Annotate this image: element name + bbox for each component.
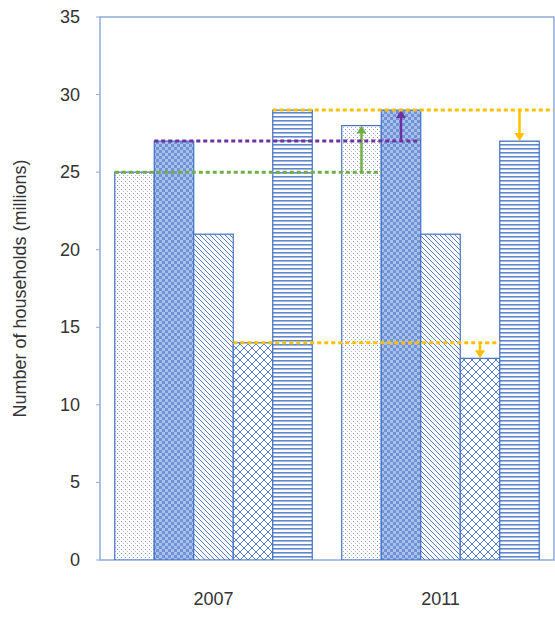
bar [194,234,234,560]
y-axis-label: Number of households (millions) [10,159,30,417]
y-tick [96,17,100,18]
y-tick [96,404,100,405]
bar [381,110,421,560]
bars [115,110,540,560]
chart: 0 5 10 15 20 25 30 35 Number of households (mill… [0,0,555,618]
reference-line [115,171,382,174]
bar [273,110,313,560]
bar [500,141,540,560]
change-arrow [360,133,363,173]
y-tick-label: 10 [60,395,80,415]
plot-frame [100,17,554,560]
bar [115,172,155,560]
change-arrow [518,110,521,134]
bar [421,234,461,560]
y-tick-label: 0 [70,550,80,570]
reference-line [233,341,500,344]
y-tick [96,327,100,328]
bar [154,141,194,560]
arrow-head [357,126,367,134]
y-tick-label: 35 [60,7,80,27]
change-arrow [479,343,482,352]
y-tick [96,482,100,483]
bar [233,343,273,560]
x-tick-label: 2007 [193,589,233,609]
reference-line [154,140,421,143]
y-tick-label: 15 [60,317,80,337]
y-tick-label: 20 [60,240,80,260]
y-tick-label: 5 [70,472,80,492]
x-tick-label: 2011 [421,589,460,609]
y-tick [96,560,100,561]
arrow-head [475,350,485,358]
y-tick-label: 30 [60,85,80,105]
y-tick [96,249,100,250]
y-tick [96,172,100,173]
y-tick [96,94,100,95]
reference-line [273,109,554,112]
change-arrow [400,117,403,141]
arrow-head [515,133,525,141]
bar [460,358,500,560]
y-tick-label: 25 [60,162,80,182]
